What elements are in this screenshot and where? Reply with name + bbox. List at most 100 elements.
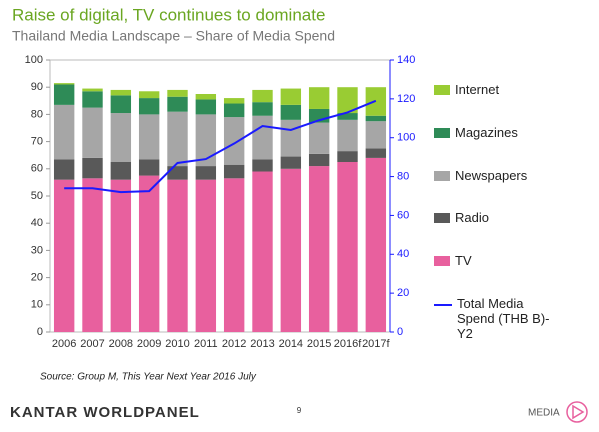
y-tick-label: 0: [37, 326, 43, 338]
bar-segment: [308, 153, 330, 167]
x-tick-label: 2013: [250, 338, 274, 350]
legend-item: Newspapers: [434, 168, 594, 183]
bar-segment: [252, 89, 273, 103]
bar-segment: [167, 96, 188, 112]
play-icon: [566, 401, 588, 423]
bar-segment: [223, 103, 245, 118]
bar-segment: [110, 89, 132, 96]
y-tick-label: 10: [31, 299, 43, 311]
bar-segment: [252, 159, 273, 172]
y2-tick-label: 0: [397, 326, 403, 338]
legend-item: Magazines: [434, 125, 594, 140]
bar-segment: [82, 157, 103, 179]
legend-swatch: [434, 213, 450, 223]
bar-segment: [252, 102, 273, 116]
y2-tick-label: 40: [397, 248, 409, 260]
bar-segment: [280, 168, 302, 332]
x-tick-label: 2017f: [362, 338, 390, 350]
bar-segment: [365, 148, 387, 158]
y2-tick-label: 80: [397, 170, 409, 182]
x-tick-label: 2015: [307, 338, 331, 350]
bar-segment: [337, 113, 358, 120]
y-tick-label: 60: [31, 163, 43, 175]
y-tick-label: 30: [31, 244, 43, 256]
y-tick-label: 70: [31, 136, 43, 148]
legend-swatch: [434, 171, 450, 181]
chart-title: Raise of digital, TV continues to domina…: [12, 5, 325, 24]
x-tick-label: 2014: [279, 338, 303, 350]
y-tick-label: 20: [31, 272, 43, 284]
bar-segment: [308, 166, 330, 332]
line-series: [64, 99, 377, 194]
bar-segment: [110, 179, 132, 332]
bar-segment: [365, 121, 387, 149]
y-tick-label: 80: [31, 108, 43, 120]
bar-segment: [138, 98, 160, 115]
legend-swatch: [434, 85, 450, 95]
legend-item: TV: [434, 253, 594, 268]
y-tick-label: 50: [31, 190, 43, 202]
bar-segment: [195, 114, 217, 167]
legend-label: Total Media Spend (THB B)-Y2: [457, 296, 550, 341]
bar-segment: [82, 88, 103, 92]
bar-segment: [280, 119, 302, 157]
bar-segment: [167, 111, 188, 167]
bar-segment: [110, 162, 132, 180]
legend-label: Magazines: [455, 125, 518, 140]
y2-tick-label: 120: [397, 93, 415, 105]
x-tick-label: 2007: [80, 338, 104, 350]
bar-segment: [195, 179, 217, 332]
bar-segment: [280, 104, 302, 120]
bar-segment: [138, 114, 160, 160]
bar-segment: [252, 171, 273, 332]
x-tick-label: 2009: [137, 338, 161, 350]
bar-segment: [365, 115, 387, 122]
bar-segment: [110, 113, 132, 162]
chart-subtitle: Thailand Media Landscape – Share of Medi…: [12, 28, 335, 44]
brand: KANTAR WORLDPANEL: [10, 404, 200, 421]
bar-segment: [337, 119, 358, 152]
legend-label: Internet: [455, 82, 500, 97]
bar-segment: [138, 91, 160, 99]
x-tick-label: 2006: [52, 338, 76, 350]
x-tick-label: 2010: [165, 338, 189, 350]
bar-segment: [223, 117, 245, 165]
x-tick-label: 2016f: [334, 338, 362, 350]
bar-segment: [138, 175, 160, 332]
bar-segment: [53, 104, 75, 160]
bar-segment: [223, 164, 245, 179]
bar-segment: [365, 157, 387, 332]
y2-tick-label: 60: [397, 209, 409, 221]
bar-segment: [53, 83, 75, 85]
legend-swatch: [434, 256, 450, 266]
bar-segment: [252, 115, 273, 160]
bar-segment: [195, 166, 217, 180]
legend-label: Radio: [455, 210, 489, 225]
y-tick-label: 100: [25, 54, 43, 66]
y2-tick-label: 20: [397, 287, 409, 299]
y2-tick-label: 140: [397, 54, 415, 66]
bar-segment: [223, 178, 245, 332]
bar-segment: [82, 91, 103, 108]
legend-swatch: [434, 128, 450, 138]
bar-segment: [167, 89, 188, 97]
bar-segment: [167, 166, 188, 180]
x-tick-label: 2011: [194, 338, 218, 350]
legend-item: Radio: [434, 210, 594, 225]
bar-segment: [138, 159, 160, 176]
bar-segment: [195, 99, 217, 115]
bar-segment: [82, 178, 103, 332]
bar-segment: [53, 159, 75, 180]
x-tick-label: 2012: [222, 338, 246, 350]
bar-segment: [280, 88, 302, 105]
bar-segment: [337, 162, 358, 332]
page-number: 9: [297, 406, 302, 415]
bar-segment: [308, 87, 330, 109]
bar-segment: [337, 87, 358, 114]
y-tick-label: 90: [31, 81, 43, 93]
bar-segment: [337, 151, 358, 162]
x-tick-label: 2008: [109, 338, 133, 350]
legend-item: Total Media Spend (THB B)-Y2: [434, 296, 594, 341]
